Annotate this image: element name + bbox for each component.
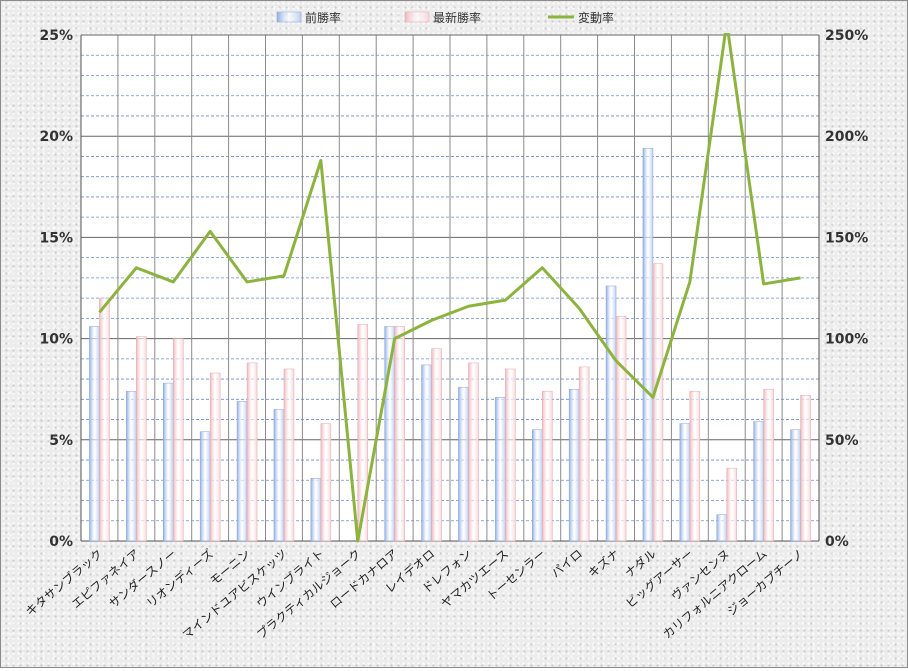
bar-latest-win-rate	[320, 423, 332, 542]
x-category-label: キズナ	[585, 546, 622, 581]
bar-prev-win-rate	[126, 390, 137, 542]
bar-latest-win-rate	[246, 362, 258, 542]
bar-prev-win-rate	[532, 429, 543, 542]
bar-prev-win-rate	[679, 423, 691, 542]
bar-prev-win-rate	[753, 421, 764, 542]
bar-latest-win-rate	[394, 326, 405, 542]
legend-label-latest-win-rate: 最新勝率	[433, 10, 481, 25]
y-left-tick-label: 20%	[39, 129, 73, 145]
bar-latest-win-rate	[136, 336, 147, 542]
bar-latest-win-rate	[173, 338, 184, 542]
legend-label-prev-win-rate: 前勝率	[305, 10, 341, 25]
y-left-tick-label: 5%	[49, 433, 73, 449]
bar-prev-win-rate	[642, 148, 654, 542]
y-right-tick-label: 50%	[825, 433, 859, 449]
bar-prev-win-rate	[236, 401, 248, 542]
bar-latest-win-rate	[283, 368, 295, 542]
legend-label-change-rate: 変動率	[578, 10, 614, 25]
bar-latest-win-rate	[357, 324, 368, 542]
legend: 前勝率 最新勝率 変動率	[276, 10, 614, 25]
bar-latest-win-rate	[615, 316, 627, 542]
bar-prev-win-rate	[273, 409, 285, 542]
y-left-tick-label: 0%	[49, 534, 73, 550]
gridlines	[81, 35, 819, 541]
x-category-label: パイロ	[548, 547, 585, 581]
bar-prev-win-rate	[716, 514, 727, 542]
y-right-tick-label: 150%	[825, 230, 868, 246]
bar-latest-win-rate	[505, 368, 516, 542]
y-left-tick-label: 15%	[39, 230, 73, 246]
legend-swatch-prev-win-rate	[276, 11, 302, 23]
y-right-tick-label: 0%	[825, 534, 849, 550]
bar-prev-win-rate	[310, 478, 322, 542]
y-right-tick-label: 100%	[825, 332, 868, 348]
y-left-tick-label: 10%	[39, 332, 73, 348]
bar-prev-win-rate	[790, 429, 801, 542]
bar-prev-win-rate	[89, 326, 100, 542]
y-left-tick-label: 25%	[39, 28, 73, 44]
bar-latest-win-rate	[726, 467, 737, 542]
bars	[89, 148, 811, 542]
bar-prev-win-rate	[163, 382, 174, 542]
line-change-rate	[98, 33, 801, 543]
bar-prev-win-rate	[199, 431, 211, 542]
bar-prev-win-rate	[421, 364, 432, 542]
bar-latest-win-rate	[542, 390, 553, 542]
bar-prev-win-rate	[458, 386, 469, 542]
bar-prev-win-rate	[568, 388, 580, 542]
y-right-tick-label: 250%	[825, 28, 868, 44]
bar-latest-win-rate	[209, 372, 221, 542]
bar-latest-win-rate	[99, 297, 110, 542]
legend-swatch-latest-win-rate	[404, 11, 430, 23]
bar-latest-win-rate	[431, 348, 442, 542]
y-right-tick-label: 200%	[825, 129, 868, 145]
bar-latest-win-rate	[800, 395, 811, 542]
bar-prev-win-rate	[605, 285, 617, 542]
bar-latest-win-rate	[689, 390, 701, 542]
bar-latest-win-rate	[578, 366, 590, 542]
bar-latest-win-rate	[468, 362, 479, 542]
bar-latest-win-rate	[763, 388, 774, 542]
bar-prev-win-rate	[495, 397, 506, 542]
bar-latest-win-rate	[652, 263, 664, 542]
